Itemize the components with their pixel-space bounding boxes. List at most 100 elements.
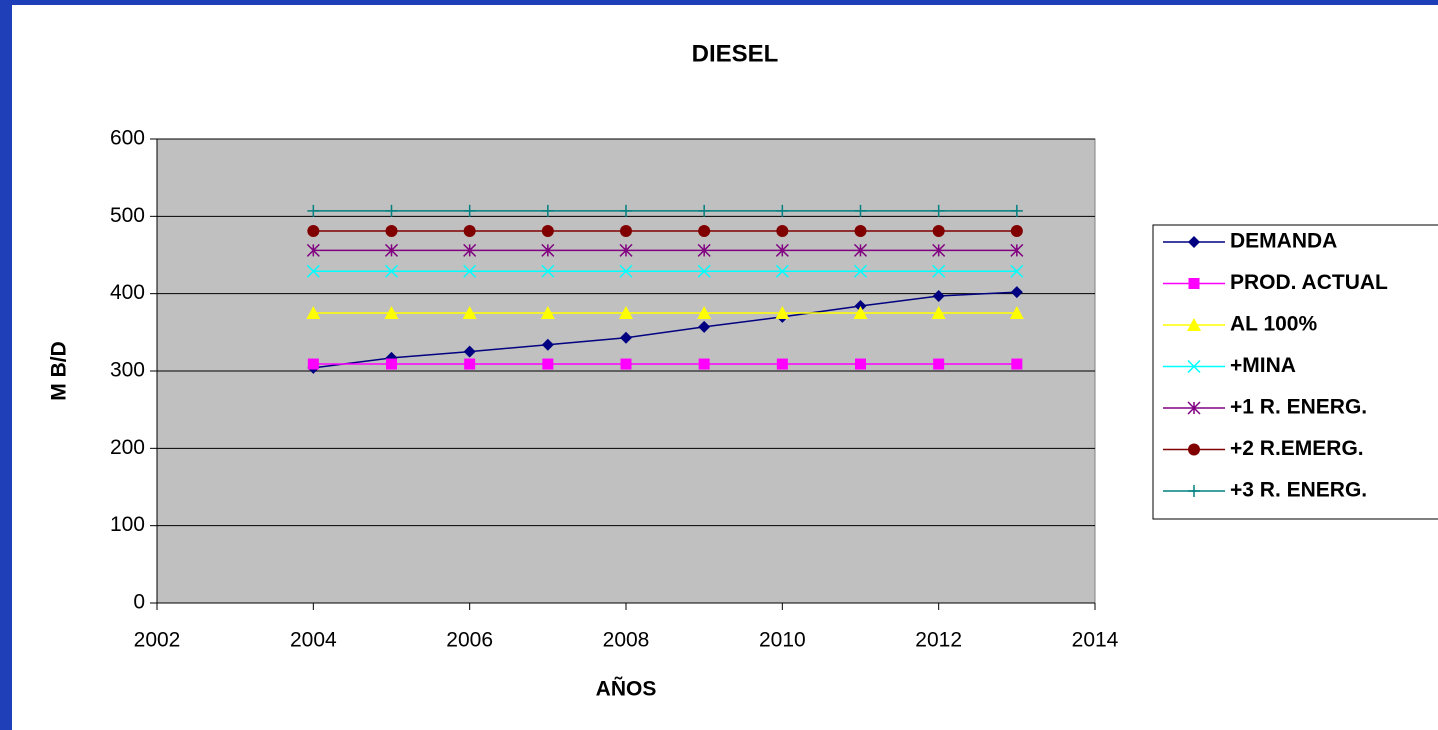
data-point xyxy=(698,204,711,217)
data-point xyxy=(1010,225,1023,238)
legend-label: +3 R. ENERG. xyxy=(1230,479,1367,502)
data-point xyxy=(386,358,397,370)
data-point xyxy=(462,306,477,319)
legend-marker xyxy=(1187,401,1201,415)
data-point xyxy=(932,225,945,238)
legend-marker xyxy=(1187,359,1201,374)
data-point xyxy=(932,289,945,302)
y-tick-label: 300 xyxy=(110,359,145,382)
data-point xyxy=(306,306,321,319)
legend-label: +MINA xyxy=(1230,354,1296,377)
x-tick-label: 2010 xyxy=(759,629,806,652)
legend-box xyxy=(1152,224,1438,520)
data-point xyxy=(1010,286,1023,299)
legend-label: PROD. ACTUAL xyxy=(1230,271,1388,294)
chart-title: DIESEL xyxy=(692,40,779,67)
y-tick-label: 200 xyxy=(110,436,145,459)
legend-marker xyxy=(1188,236,1200,248)
data-point xyxy=(385,204,398,217)
x-tick-label: 2002 xyxy=(134,629,181,652)
data-point xyxy=(541,225,554,238)
data-point xyxy=(620,358,632,370)
data-point xyxy=(698,225,711,238)
data-point xyxy=(698,358,710,370)
data-point xyxy=(541,264,555,278)
data-point xyxy=(541,204,554,217)
legend-marker xyxy=(1188,443,1200,456)
data-point xyxy=(307,204,320,217)
legend-label: DEMANDA xyxy=(1230,230,1337,253)
data-point xyxy=(853,306,868,319)
legend-marker xyxy=(1187,318,1201,331)
y-tick-label: 600 xyxy=(110,127,145,150)
data-point xyxy=(854,225,867,238)
legend-marker xyxy=(1188,278,1200,289)
data-point xyxy=(463,225,476,238)
data-point xyxy=(463,204,476,217)
data-point xyxy=(307,358,319,370)
data-point xyxy=(931,306,946,319)
data-point xyxy=(854,204,867,217)
data-point xyxy=(932,243,946,257)
x-tick-label: 2006 xyxy=(446,629,493,652)
legend-label: AL 100% xyxy=(1230,313,1317,336)
data-point xyxy=(776,225,789,238)
y-tick-label: 0 xyxy=(133,591,145,614)
data-point xyxy=(620,204,632,217)
data-point xyxy=(697,264,711,278)
data-point xyxy=(463,243,477,257)
data-point xyxy=(620,331,632,344)
data-point xyxy=(463,264,477,278)
data-point xyxy=(385,225,398,238)
data-point xyxy=(697,306,712,319)
data-point xyxy=(619,306,633,319)
data-point xyxy=(541,338,554,351)
y-axis-label: M B/D xyxy=(48,341,71,401)
y-tick-label: 400 xyxy=(110,281,145,304)
data-point xyxy=(775,243,789,257)
data-point xyxy=(933,358,945,370)
data-point xyxy=(855,358,866,370)
data-point xyxy=(619,264,633,278)
data-point xyxy=(1011,358,1023,370)
data-point xyxy=(540,306,555,319)
data-point xyxy=(464,358,476,370)
data-point xyxy=(932,204,945,217)
data-point xyxy=(384,264,399,278)
data-point xyxy=(1009,306,1024,319)
data-point xyxy=(1010,243,1024,257)
data-point xyxy=(306,243,320,257)
y-tick-label: 500 xyxy=(110,204,145,227)
data-point xyxy=(542,358,554,370)
data-point xyxy=(853,243,868,257)
x-axis-label: AÑOS xyxy=(596,678,657,701)
legend-marker xyxy=(1188,485,1200,497)
data-point xyxy=(619,243,633,257)
data-point xyxy=(775,306,790,319)
x-tick-label: 2012 xyxy=(915,629,962,652)
x-tick-label: 2014 xyxy=(1072,629,1119,652)
data-point xyxy=(1010,264,1024,278)
data-point xyxy=(932,264,946,278)
data-point xyxy=(384,306,399,319)
data-point xyxy=(306,264,320,278)
data-point xyxy=(776,358,788,370)
data-point xyxy=(463,345,476,358)
data-point xyxy=(307,225,320,238)
data-point xyxy=(697,243,711,257)
data-point xyxy=(620,225,632,238)
x-tick-label: 2008 xyxy=(603,629,650,652)
data-point xyxy=(1010,204,1023,217)
data-point xyxy=(853,264,868,278)
data-point xyxy=(776,204,789,217)
x-tick-label: 2004 xyxy=(290,629,337,652)
data-point xyxy=(775,264,789,278)
legend-label: +2 R.EMERG. xyxy=(1230,437,1364,460)
data-point xyxy=(541,243,555,257)
data-point xyxy=(698,320,711,333)
legend-label: +1 R. ENERG. xyxy=(1230,396,1367,419)
series-line xyxy=(313,291,1017,369)
y-tick-label: 100 xyxy=(110,513,145,536)
